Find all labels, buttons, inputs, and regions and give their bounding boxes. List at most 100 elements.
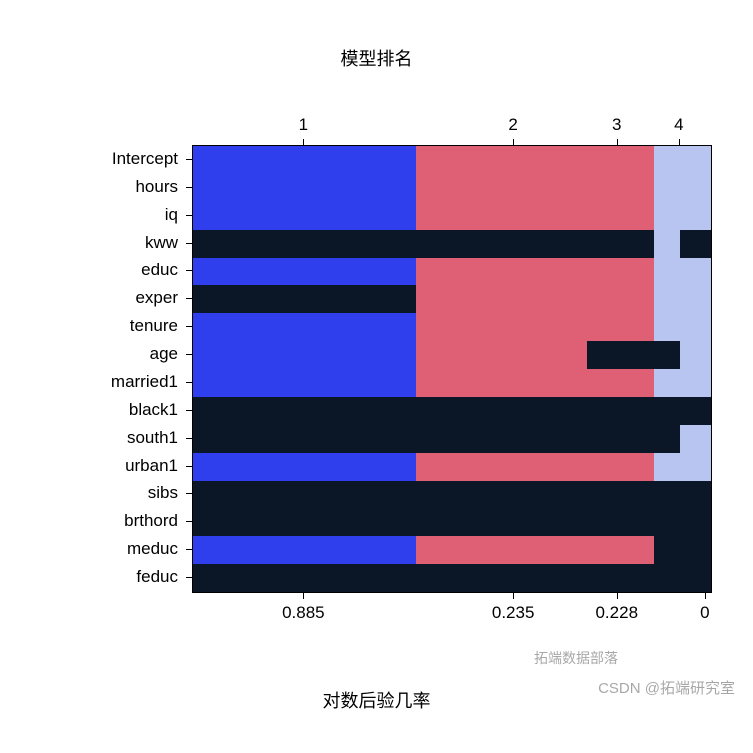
- cell: [654, 536, 680, 564]
- cell: [193, 536, 416, 564]
- cell: [416, 258, 587, 286]
- cell: [654, 313, 680, 341]
- cell: [654, 146, 680, 174]
- cell: [416, 369, 587, 397]
- cell: [654, 258, 680, 286]
- y-tick: [186, 438, 192, 439]
- cell: [193, 425, 416, 453]
- bottom-axis-label: 0: [700, 603, 709, 623]
- y-tick: [186, 493, 192, 494]
- y-tick: [186, 159, 192, 160]
- top-axis-label: 3: [612, 115, 621, 135]
- bottom-tick: [513, 593, 514, 599]
- cell: [680, 453, 711, 481]
- cell: [416, 397, 587, 425]
- cell: [654, 508, 680, 536]
- cell: [587, 508, 654, 536]
- cell: [680, 564, 711, 592]
- cell: [416, 230, 587, 258]
- cell: [654, 369, 680, 397]
- cell: [654, 174, 680, 202]
- cell: [680, 425, 711, 453]
- cell: [654, 564, 680, 592]
- y-tick: [186, 270, 192, 271]
- cell: [680, 174, 711, 202]
- y-axis-label: Intercept: [112, 149, 186, 169]
- cell: [193, 453, 416, 481]
- cell: [654, 481, 680, 509]
- cell: [587, 258, 654, 286]
- cell: [193, 313, 416, 341]
- cell: [654, 425, 680, 453]
- cell: [416, 202, 587, 230]
- cell: [680, 536, 711, 564]
- y-tick: [186, 354, 192, 355]
- y-axis-label: meduc: [127, 539, 186, 559]
- watermark-text-1: 拓端数据部落: [534, 648, 618, 668]
- cell: [587, 481, 654, 509]
- cell: [654, 397, 680, 425]
- cell: [654, 341, 680, 369]
- cell: [680, 230, 711, 258]
- bottom-tick: [303, 593, 304, 599]
- cell: [587, 425, 654, 453]
- y-tick: [186, 521, 192, 522]
- y-axis-label: urban1: [125, 456, 186, 476]
- plot-area: [192, 145, 712, 593]
- cell: [193, 481, 416, 509]
- y-tick: [186, 298, 192, 299]
- top-axis-label: 2: [508, 115, 517, 135]
- cell: [193, 230, 416, 258]
- cell: [587, 453, 654, 481]
- cell: [416, 313, 587, 341]
- cell: [654, 202, 680, 230]
- cell: [193, 202, 416, 230]
- cell: [193, 174, 416, 202]
- cell: [680, 508, 711, 536]
- cell: [680, 397, 711, 425]
- y-axis-label: married1: [111, 372, 186, 392]
- y-axis-label: age: [150, 344, 186, 364]
- chart-title-top: 模型排名: [0, 45, 753, 71]
- y-tick: [186, 215, 192, 216]
- cell: [680, 202, 711, 230]
- bottom-tick: [617, 593, 618, 599]
- y-tick: [186, 187, 192, 188]
- watermark-text-2: CSDN @拓端研究室: [598, 677, 735, 698]
- cell: [416, 174, 587, 202]
- cell: [416, 341, 587, 369]
- cell: [587, 285, 654, 313]
- cell: [587, 146, 654, 174]
- cell: [416, 425, 587, 453]
- cell: [680, 369, 711, 397]
- cell: [416, 285, 587, 313]
- top-axis: 1234: [192, 115, 712, 135]
- bottom-axis: 0.8850.2350.2280: [192, 603, 712, 623]
- cell: [193, 397, 416, 425]
- cell: [587, 397, 654, 425]
- y-tick: [186, 549, 192, 550]
- bottom-axis-label: 0.228: [595, 603, 638, 623]
- cell: [193, 341, 416, 369]
- cell: [193, 564, 416, 592]
- cell: [587, 313, 654, 341]
- y-axis-label: hours: [135, 177, 186, 197]
- cell: [193, 258, 416, 286]
- top-axis-label: 1: [299, 115, 308, 135]
- cell: [654, 230, 680, 258]
- cell: [193, 285, 416, 313]
- chart-container: 模型排名 1234 Intercepthoursiqkwweducexperte…: [0, 0, 753, 753]
- cell: [587, 536, 654, 564]
- cell: [587, 369, 654, 397]
- y-tick: [186, 410, 192, 411]
- cell: [587, 202, 654, 230]
- cell: [193, 146, 416, 174]
- y-axis-label: south1: [127, 428, 186, 448]
- bottom-axis-label: 0.235: [492, 603, 535, 623]
- cell: [680, 341, 711, 369]
- y-tick: [186, 326, 192, 327]
- cell: [416, 146, 587, 174]
- y-axis-label: sibs: [148, 483, 186, 503]
- cell: [680, 481, 711, 509]
- y-axis-label: kww: [145, 233, 186, 253]
